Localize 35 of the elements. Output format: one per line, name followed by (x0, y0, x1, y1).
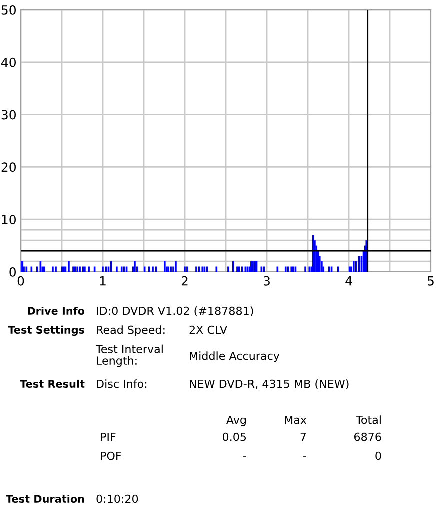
y-tick-label: 40 (2, 58, 16, 68)
text: Avg (226, 416, 246, 426)
y-tick-label: 30 (2, 110, 16, 120)
text: - (304, 456, 306, 458)
text: - (244, 456, 246, 458)
y-tick-label: 0 (10, 267, 16, 277)
text: Test Settings (8, 326, 85, 336)
text: Drive Info (28, 306, 85, 316)
text: 6876 (354, 432, 382, 442)
y-tick-label: 20 (2, 162, 16, 172)
x-tick-label: 1 (100, 276, 106, 286)
text: Total (356, 416, 381, 424)
x-tick-label: 4 (346, 276, 352, 286)
x-tick-label: 3 (264, 276, 270, 286)
text: 7 (300, 432, 306, 442)
text: Middle Accuracy (190, 352, 280, 362)
text: 0.05 (222, 432, 246, 442)
text: 2X CLV (190, 326, 228, 334)
text: Read Speed: (97, 326, 165, 336)
text: ID:0 DVDR V1.02 (#187881) (97, 306, 254, 317)
text: Disc Info: (97, 380, 147, 388)
text: NEW DVD-R, 4315 MB (NEW) (190, 380, 349, 390)
text: Test Interval Length: (96, 344, 163, 368)
x-tick-label: 5 (428, 276, 434, 286)
text: Test Result (20, 380, 85, 388)
x-tick-label: 0 (18, 276, 24, 286)
text: Max (285, 416, 307, 424)
text: Test Duration (6, 494, 84, 504)
text: PIF (101, 432, 116, 442)
y-tick-label: 50 (2, 5, 16, 15)
text: 0 (376, 452, 382, 460)
text: POF (101, 452, 122, 460)
x-tick-label: 2 (182, 276, 188, 286)
text: 0:10:20 (96, 494, 138, 504)
y-tick-label: 10 (2, 215, 16, 225)
